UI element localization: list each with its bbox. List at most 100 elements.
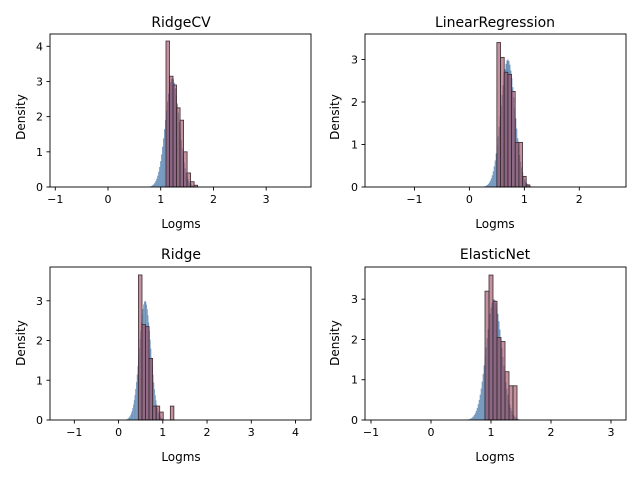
predicted-density-bar: [136, 382, 137, 420]
x-tick-label: 1: [159, 426, 166, 439]
predicted-density-bar: [472, 416, 474, 420]
predicted-density-bar: [133, 404, 134, 420]
actual-density-bar: [179, 119, 184, 188]
y-tick-label: 4: [36, 40, 43, 53]
plot-area: −1 0 1 2 0 1 2 3: [351, 33, 627, 206]
actual-density-bar: [504, 371, 510, 421]
predicted-density-bar: [480, 388, 482, 420]
actual-density-bar: [172, 84, 177, 188]
actual-density-bar: [496, 337, 502, 421]
predicted-density-bar: [165, 119, 167, 187]
predicted-density-bar: [470, 418, 472, 420]
actual-density-bar: [152, 405, 157, 421]
x-axis-label: Logms: [161, 217, 200, 231]
predicted-density-bar: [152, 185, 154, 187]
x-tick-label: 0: [428, 426, 435, 439]
predicted-density-bar: [153, 184, 155, 187]
predicted-density-bar: [479, 394, 481, 420]
actual-density-bar: [503, 71, 509, 188]
y-axis-label: Density: [328, 94, 342, 140]
y-tick-label: 3: [36, 75, 43, 88]
subplot-title: Ridge: [161, 247, 201, 263]
predicted-density-bar: [494, 160, 496, 187]
actual-density-bar: [186, 172, 192, 188]
predicted-density-bar: [486, 184, 488, 187]
predicted-density-bar: [131, 410, 133, 420]
y-tick-label: 2: [36, 335, 43, 348]
predicted-density-bar: [473, 415, 475, 420]
x-tick-label: 3: [248, 426, 255, 439]
predicted-density-bar: [128, 418, 129, 420]
y-tick-label: 1: [36, 146, 43, 159]
y-tick-label: 2: [351, 333, 358, 346]
predicted-density-bar: [476, 407, 478, 420]
actual-density-bar: [496, 42, 501, 188]
y-tick-label: 0: [351, 181, 358, 194]
predicted-density-bar: [155, 181, 157, 187]
actual-density-bar: [155, 405, 161, 421]
predicted-density-bar: [154, 389, 155, 420]
predicted-density-bar: [475, 410, 477, 420]
predicted-density-bar: [493, 166, 495, 187]
predicted-density-bar: [159, 166, 161, 187]
actual-density-bar: [492, 300, 498, 421]
y-axis-label: Density: [14, 320, 28, 366]
x-tick-label: 3: [263, 193, 270, 206]
actual-density-bar: [141, 324, 146, 421]
predicted-density-bar: [482, 373, 484, 420]
y-tick-label: 3: [351, 54, 358, 67]
predicted-density-bar: [487, 183, 489, 187]
actual-density-bar: [508, 385, 514, 421]
actual-density-bar: [518, 141, 523, 188]
actual-density-bar: [165, 40, 170, 188]
predicted-density-bar: [134, 394, 136, 420]
actual-density-bar: [507, 73, 512, 188]
actual-density-bar: [176, 107, 181, 188]
y-axis-label: Density: [328, 320, 342, 366]
y-tick-label: 3: [36, 295, 43, 308]
actual-density-bar: [159, 411, 164, 421]
predicted-density-bar: [130, 415, 131, 420]
actual-density-bar: [169, 75, 174, 188]
y-tick-label: 0: [351, 414, 358, 427]
subplot-title: LinearRegression: [435, 15, 555, 31]
predicted-density-bar: [130, 413, 132, 420]
predicted-density-bar: [156, 178, 158, 187]
y-tick-label: 1: [351, 139, 358, 152]
predicted-density-bar: [478, 399, 480, 420]
actual-density-bar: [190, 181, 195, 188]
predicted-density-bar: [154, 182, 156, 187]
axes-frame: [49, 266, 312, 421]
subplot-ridge: Ridge Logms Density −1 0 1 2 3 4 0 1 2 3: [14, 247, 312, 464]
y-tick-label: 0: [36, 414, 43, 427]
predicted-density-bar: [132, 408, 134, 420]
x-tick-label: 2: [204, 426, 211, 439]
x-tick-label: −1: [66, 426, 82, 439]
x-tick-label: 4: [292, 426, 299, 439]
predicted-density-bar: [135, 388, 137, 420]
plot-area: −1 0 1 2 3 4 0 1 2 3: [36, 266, 312, 439]
subplot-ridgecv: RidgeCV Logms Density −1 0 1 2 3 0 1 2 3 4: [14, 15, 312, 231]
x-tick-label: 1: [521, 193, 528, 206]
x-tick-label: 3: [608, 426, 615, 439]
predicted-density-bar: [128, 417, 130, 420]
predicted-density-bar: [164, 129, 166, 187]
predicted-density-bar: [488, 182, 490, 187]
predicted-density-bar: [161, 154, 163, 187]
x-tick-label: 0: [115, 426, 122, 439]
x-tick-label: 1: [157, 193, 164, 206]
actual-density-bar: [488, 274, 494, 421]
predicted-density-bar: [481, 381, 483, 420]
actual-density-bar: [511, 90, 516, 188]
x-tick-label: 2: [210, 193, 217, 206]
predicted-density-bar: [127, 418, 129, 420]
predicted-density-bar: [153, 382, 155, 420]
predicted-density-bar: [129, 416, 131, 420]
actual-density-bar: [500, 56, 505, 188]
actual-density-bar: [514, 141, 520, 188]
x-tick-label: 2: [548, 426, 555, 439]
subplot-title: RidgeCV: [151, 15, 211, 31]
x-tick-label: 0: [105, 193, 112, 206]
actual-density-bar: [138, 274, 143, 421]
